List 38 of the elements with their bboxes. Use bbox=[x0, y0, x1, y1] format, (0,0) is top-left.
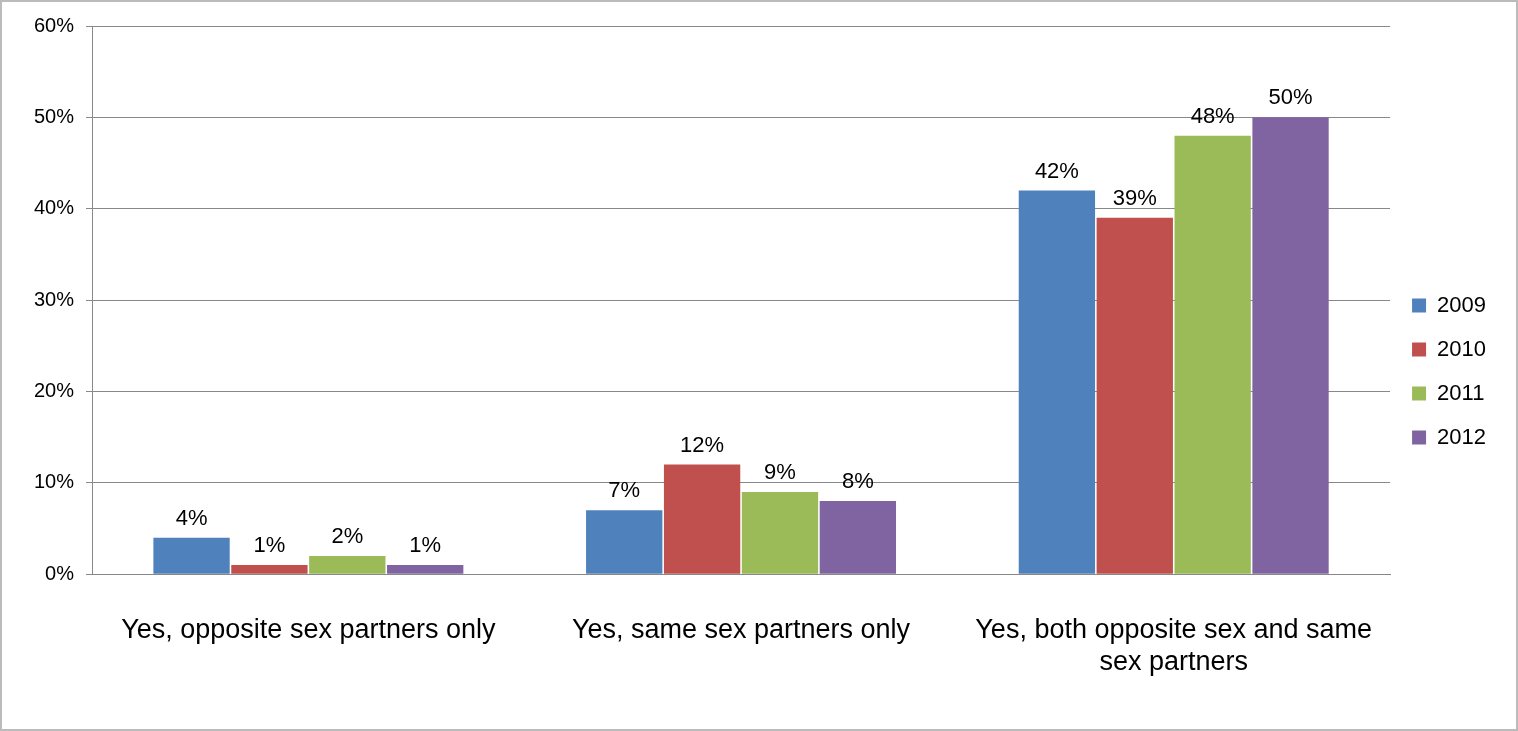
data-label: 1% bbox=[253, 532, 286, 558]
data-label: 7% bbox=[608, 477, 641, 503]
data-label: 12% bbox=[680, 431, 725, 457]
y-tick-label: 10% bbox=[34, 470, 75, 493]
bar bbox=[153, 537, 230, 574]
y-tick-label: 60% bbox=[34, 13, 75, 36]
bar bbox=[231, 565, 308, 574]
bar bbox=[586, 510, 663, 574]
data-label: 48% bbox=[1190, 102, 1235, 128]
y-tick-label: 20% bbox=[34, 378, 75, 401]
x-tick-label: Yes, same sex partners only bbox=[571, 613, 911, 644]
x-tick-label: Yes, opposite sex partners only bbox=[121, 613, 496, 644]
y-tick-label: 0% bbox=[45, 561, 75, 584]
bar bbox=[819, 501, 897, 574]
y-tick-label: 40% bbox=[34, 196, 75, 219]
bar bbox=[387, 565, 464, 574]
data-label: 8% bbox=[841, 468, 874, 494]
y-tick-label: 50% bbox=[34, 104, 75, 127]
bar bbox=[663, 464, 741, 574]
bar bbox=[1018, 190, 1096, 574]
data-label: 42% bbox=[1034, 157, 1079, 183]
bar bbox=[1174, 135, 1251, 574]
bar bbox=[741, 491, 819, 574]
bar bbox=[309, 555, 386, 574]
data-label: 1% bbox=[409, 532, 442, 558]
legend-label: 2011 bbox=[1437, 379, 1485, 405]
y-tick-label: 30% bbox=[34, 287, 75, 310]
data-label: 50% bbox=[1268, 84, 1313, 110]
data-label: 9% bbox=[764, 459, 796, 485]
data-label: 4% bbox=[175, 504, 208, 530]
legend-label: 2010 bbox=[1437, 335, 1487, 361]
bar bbox=[1096, 217, 1173, 574]
legend-label: 2009 bbox=[1437, 291, 1487, 317]
x-tick-label: Yes, both opposite sex and same sex partners bbox=[975, 613, 1373, 677]
legend-label: 2012 bbox=[1437, 423, 1487, 449]
data-label: 2% bbox=[331, 522, 364, 548]
bar bbox=[1252, 117, 1329, 574]
data-label: 39% bbox=[1112, 184, 1157, 210]
